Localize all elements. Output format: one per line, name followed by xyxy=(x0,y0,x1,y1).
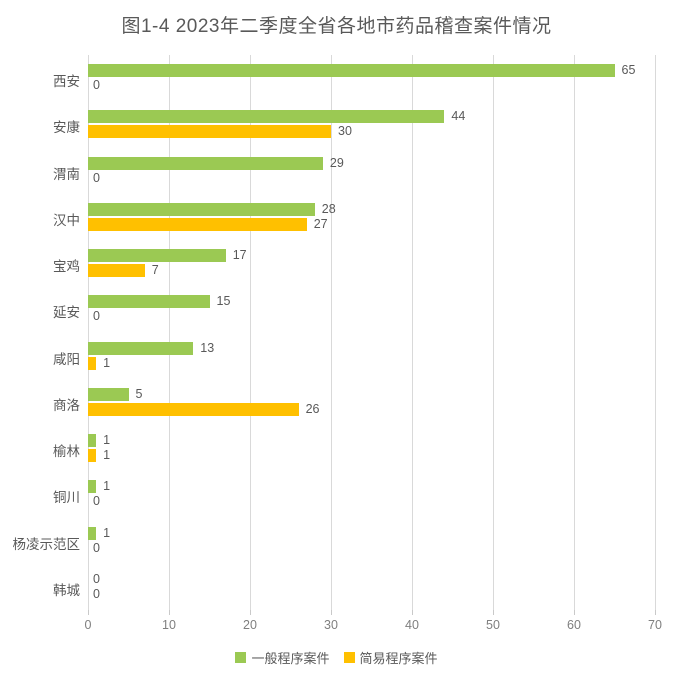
category-label: 商洛 xyxy=(53,397,80,413)
category-label: 咸阳 xyxy=(53,351,80,367)
value-label: 30 xyxy=(338,124,352,139)
category-axis: 西安安康渭南汉中宝鸡延安咸阳商洛榆林铜川杨凌示范区韩城 xyxy=(0,55,81,610)
legend-item: 简易程序案件 xyxy=(343,648,438,667)
gridline xyxy=(331,55,332,610)
value-label: 0 xyxy=(93,78,100,93)
gridline xyxy=(493,55,494,610)
value-label: 0 xyxy=(93,494,100,509)
value-label: 0 xyxy=(93,170,100,185)
bar-general-procedure xyxy=(88,295,210,309)
category-label: 渭南 xyxy=(53,166,80,182)
bar-simple-procedure xyxy=(88,449,97,463)
category-label: 汉中 xyxy=(53,212,80,228)
bar-general-procedure xyxy=(88,156,323,170)
category-label: 西安 xyxy=(53,74,80,90)
legend-swatch xyxy=(235,652,247,663)
value-label: 15 xyxy=(216,294,231,309)
x-tick-label: 10 xyxy=(162,618,176,632)
x-tick-label: 30 xyxy=(324,618,338,632)
bar-simple-procedure xyxy=(88,356,97,370)
value-label: 65 xyxy=(621,63,636,78)
category-label: 铜川 xyxy=(53,490,80,506)
value-label: 0 xyxy=(93,309,100,324)
value-label: 7 xyxy=(151,263,159,278)
value-label: 0 xyxy=(93,540,100,555)
gridline xyxy=(88,55,89,610)
bar-simple-procedure xyxy=(88,217,307,231)
value-label: 13 xyxy=(200,340,215,355)
bar-simple-procedure xyxy=(88,402,299,416)
bar-general-procedure xyxy=(88,202,315,216)
x-tick-label: 40 xyxy=(405,618,419,632)
axis-tick xyxy=(250,610,251,615)
category-label: 宝鸡 xyxy=(53,259,80,275)
axis-tick xyxy=(331,610,332,615)
category-label: 延安 xyxy=(53,305,80,321)
value-label: 29 xyxy=(329,155,344,170)
legend-item: 一般程序案件 xyxy=(235,648,330,667)
value-label: 28 xyxy=(321,201,336,216)
plot-area: 65 0 44 30 29 0 28 27 17 7 15 0 13 1 5 26 1 1 1 0 1 0 0 0 xyxy=(88,55,656,615)
gridline xyxy=(250,55,251,610)
value-label: 0 xyxy=(93,571,100,586)
value-axis: 0 10 20 30 40 50 60 70 xyxy=(0,618,673,634)
value-label: 1 xyxy=(103,448,111,463)
value-label: 17 xyxy=(232,248,247,263)
gridline xyxy=(412,55,413,610)
bar-general-procedure xyxy=(88,387,129,401)
category-label: 韩城 xyxy=(53,582,80,598)
legend: 一般程序案件 简易程序案件 xyxy=(0,648,673,667)
value-label: 1 xyxy=(103,479,111,494)
category-label: 榆林 xyxy=(53,444,80,460)
value-label: 1 xyxy=(103,433,111,448)
bar-simple-procedure xyxy=(88,125,331,139)
bar-general-procedure xyxy=(88,64,615,78)
chart-title: 图1-4 2023年二季度全省各地市药品稽查案件情况 xyxy=(121,16,552,37)
x-tick-label: 70 xyxy=(648,618,662,632)
bar-general-procedure xyxy=(88,480,97,494)
bar-general-procedure xyxy=(88,434,97,448)
gridline xyxy=(574,55,575,610)
category-label: 杨凌示范区 xyxy=(12,536,81,552)
category-label: 安康 xyxy=(53,120,80,136)
bar-general-procedure xyxy=(88,249,226,263)
gridline xyxy=(655,55,656,610)
value-label: 5 xyxy=(135,386,143,401)
value-label: 0 xyxy=(93,586,100,601)
value-label: 1 xyxy=(103,355,111,370)
axis-tick xyxy=(412,610,413,615)
value-label: 27 xyxy=(313,216,328,231)
gridline xyxy=(169,55,170,610)
x-tick-label: 60 xyxy=(567,618,581,632)
axis-tick xyxy=(493,610,494,615)
x-tick-label: 0 xyxy=(84,618,92,632)
bar-general-procedure xyxy=(88,526,97,540)
legend-label: 一般程序案件 xyxy=(251,651,330,666)
x-tick-label: 50 xyxy=(486,618,500,632)
bar-general-procedure xyxy=(88,110,445,124)
axis-tick xyxy=(169,610,170,615)
bar-simple-procedure xyxy=(88,264,145,278)
legend-label: 简易程序案件 xyxy=(359,651,438,666)
bar-general-procedure xyxy=(88,341,194,355)
value-label: 1 xyxy=(103,525,111,540)
axis-tick xyxy=(88,610,89,615)
axis-tick xyxy=(574,610,575,615)
legend-swatch xyxy=(343,652,355,663)
x-tick-label: 20 xyxy=(243,618,257,632)
value-label: 26 xyxy=(305,401,320,416)
axis-tick xyxy=(655,610,656,615)
value-label: 44 xyxy=(451,109,466,124)
